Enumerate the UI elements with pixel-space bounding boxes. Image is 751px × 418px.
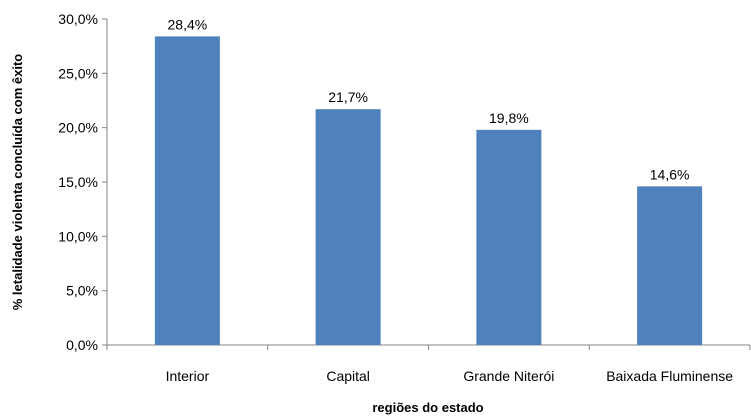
x-axis-title: regiões do estado	[372, 400, 483, 415]
category-label: Capital	[326, 368, 370, 384]
bar-3	[476, 129, 542, 345]
x-axis: Interior Capital Grande Niterói Baixada Flu…	[106, 344, 751, 384]
bar-4	[637, 186, 703, 345]
bars	[154, 36, 703, 346]
data-label: 21,7%	[328, 89, 368, 105]
y-axis-title: % letalidade violenta concluída com êxit…	[10, 54, 25, 311]
y-tick-label: 15,0%	[58, 174, 98, 190]
bar-2	[315, 109, 381, 346]
category-label: Grande Niterói	[463, 368, 554, 384]
bar-1	[154, 36, 220, 346]
y-tick-label: 0,0%	[66, 337, 98, 353]
category-label: Baixada Fluminense	[606, 368, 733, 384]
data-label: 14,6%	[650, 166, 690, 182]
data-label: 28,4%	[168, 16, 208, 32]
data-labels: 28,4% 21,7% 19,8% 14,6%	[168, 16, 690, 182]
y-tick-label: 25,0%	[58, 65, 98, 81]
y-tick-label: 20,0%	[58, 120, 98, 136]
y-axis: 0,0% 5,0% 10,0% 15,0% 20,0% 25,0% 30,0%	[58, 11, 108, 353]
y-tick-label: 10,0%	[58, 228, 98, 244]
data-label: 19,8%	[489, 110, 529, 126]
y-tick-label: 30,0%	[58, 11, 98, 27]
y-tick-label: 5,0%	[66, 283, 98, 299]
category-label: Interior	[166, 368, 210, 384]
